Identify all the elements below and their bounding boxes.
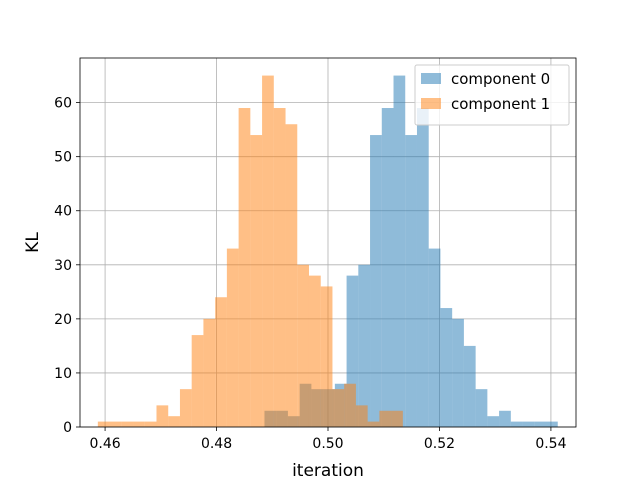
bar-component-1-bin-19: [320, 286, 333, 427]
x-axis-ticks: 0.46 0.48 0.50 0.52 0.54: [89, 427, 567, 452]
bar-component-0-bin-20: [499, 410, 511, 427]
x-tick-label-1: 0.48: [201, 436, 232, 452]
bar-component-0-bin-10: [381, 108, 394, 427]
bar-component-1-bin-14: [262, 75, 274, 428]
bar-component-1-bin-10: [215, 297, 227, 427]
bar-component-1-bin-8: [191, 335, 204, 427]
legend-box: [414, 64, 570, 126]
bar-component-1-bin-20: [332, 389, 345, 427]
legend-label-component-0: component 0: [451, 70, 550, 88]
x-axis-label: iteration: [292, 461, 364, 480]
bar-component-1-bin-24: [379, 410, 392, 427]
bar-component-0-bin-22: [522, 421, 535, 427]
bar-component-0-bin-14: [428, 248, 441, 427]
y-axis-ticks: 0 10 20 30 40 50 60: [54, 96, 80, 436]
bar-component-1-bin-5: [156, 405, 169, 427]
x-tick-label-3: 0.52: [424, 436, 455, 452]
y-axis-label: KL: [23, 232, 43, 253]
x-tick-label-0: 0.46: [89, 436, 120, 452]
bar-component-1-bin-22: [355, 405, 368, 427]
bar-component-1-bin-17: [297, 264, 309, 427]
bar-component-0-bin-19: [487, 416, 500, 427]
bar-component-0-bin-16: [452, 318, 464, 427]
bar-component-1-bin-18: [308, 275, 321, 427]
bar-component-0-bin-15: [440, 308, 453, 427]
y-tick-label-1: 10: [54, 366, 72, 382]
legend-swatch-component-0: [421, 73, 441, 84]
bar-component-0-bin-12: [405, 135, 417, 428]
bar-component-0-bin-24: [546, 421, 558, 427]
bar-component-1-bin-6: [168, 416, 180, 427]
x-tick-label-4: 0.54: [535, 436, 566, 452]
bar-component-0-bin-23: [534, 421, 547, 427]
bar-component-1-bin-0: [97, 421, 110, 427]
bar-component-1-bin-1: [109, 421, 122, 427]
legend-label-component-1: component 1: [451, 95, 550, 113]
y-tick-label-5: 50: [54, 150, 72, 166]
bar-component-1-bin-2: [121, 421, 134, 427]
bar-component-1-bin-7: [179, 389, 192, 427]
bar-component-1-bin-9: [203, 318, 216, 427]
bar-component-0-bin-13: [416, 108, 429, 427]
bar-component-1-bin-3: [133, 421, 145, 427]
histogram-bars: [97, 75, 558, 428]
bar-component-0-bin-18: [475, 389, 488, 427]
bar-component-1-bin-13: [250, 135, 263, 428]
bar-component-1-bin-15: [273, 108, 286, 427]
legend-swatch-component-1: [421, 98, 441, 109]
bar-component-1-bin-16: [285, 124, 298, 427]
bar-component-1-bin-23: [367, 421, 380, 427]
bar-component-0-bin-17: [463, 345, 476, 427]
y-tick-label-0: 0: [63, 420, 72, 436]
bar-component-1-bin-11: [226, 248, 239, 427]
y-tick-label-6: 60: [54, 96, 72, 112]
x-tick-label-2: 0.50: [312, 436, 343, 452]
bar-component-0-bin-21: [510, 421, 523, 427]
bar-component-1-bin-12: [238, 108, 251, 427]
y-tick-label-2: 20: [54, 312, 72, 328]
bar-component-0-bin-9: [370, 135, 382, 428]
bar-component-1-bin-4: [144, 421, 157, 427]
bar-component-0-bin-7: [346, 275, 359, 427]
bar-component-0-bin-8: [358, 264, 371, 427]
grid-lines: [80, 58, 576, 428]
legend: component 0 component 1: [414, 64, 570, 126]
y-tick-label-3: 30: [54, 258, 72, 274]
bar-component-1-bin-25: [391, 410, 403, 427]
bar-component-0-bin-11: [393, 75, 406, 428]
bar-component-1-bin-21: [344, 383, 356, 427]
y-tick-label-4: 40: [54, 204, 72, 220]
